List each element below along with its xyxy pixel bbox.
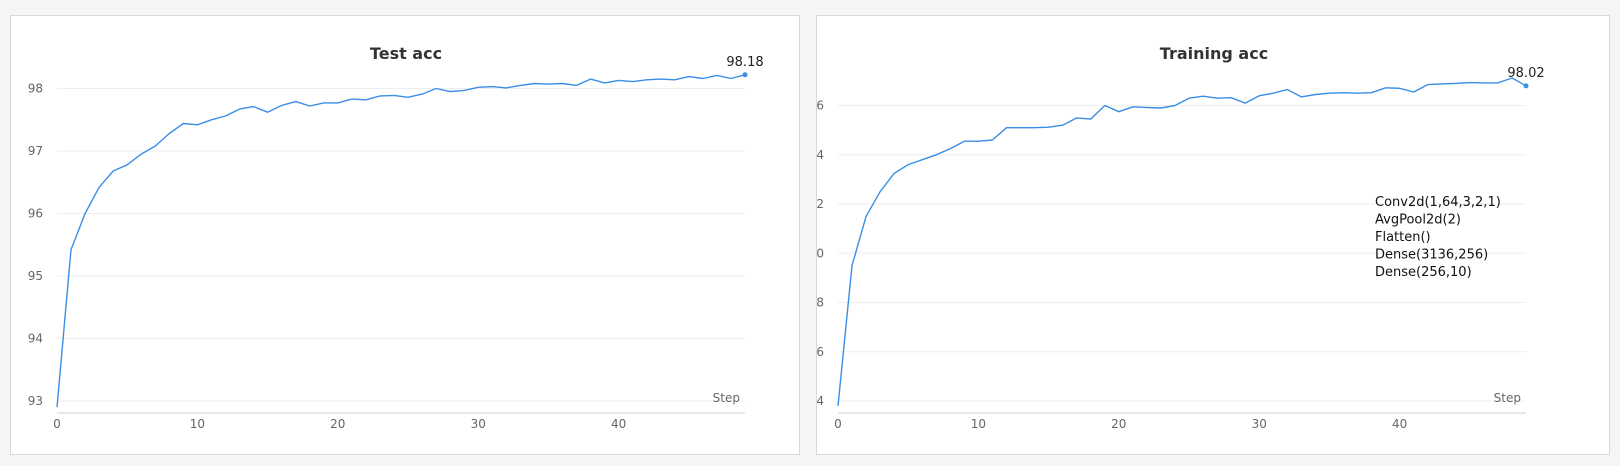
chart-svg: Training acc 84 86 88 90 92 94 96 0 10 20 30 40 Step 9… — [817, 44, 1545, 431]
x-tick-label: 30 — [471, 417, 486, 431]
annotation-line: Dense(3136,256) — [1375, 248, 1488, 263]
x-tick-label: 20 — [330, 417, 345, 431]
x-tick-label: 40 — [1392, 417, 1407, 431]
annotation-line: AvgPool2d(2) — [1375, 213, 1461, 228]
test-acc-panel: Test acc 93 94 95 96 97 98 0 10 20 30 40 Step 98.18 — [10, 15, 800, 455]
y-tick-label: 95 — [28, 269, 43, 283]
y-tick-label: 86 — [817, 345, 824, 359]
series-end-point — [1523, 83, 1529, 89]
y-tick-label: 84 — [817, 394, 824, 408]
y-tick-label: 97 — [28, 144, 43, 158]
annotation-line: Conv2d(1,64,3,2,1) — [1375, 195, 1501, 210]
x-tick-label: 10 — [190, 417, 205, 431]
x-axis-label: Step — [713, 391, 740, 405]
series-end-point — [742, 72, 748, 78]
series-line — [56, 74, 746, 408]
y-tick-label: 92 — [817, 197, 824, 211]
y-tick-label: 94 — [817, 148, 824, 162]
y-tick-label: 93 — [28, 394, 43, 408]
annotation-line: Dense(256,10) — [1375, 265, 1472, 280]
x-tick-label: 10 — [971, 417, 986, 431]
end-value-label: 98.02 — [1507, 66, 1544, 81]
y-tick-label: 98 — [28, 82, 43, 96]
chart-title: Test acc — [370, 44, 442, 63]
y-tick-label: 94 — [28, 332, 43, 346]
x-tick-label: 20 — [1111, 417, 1126, 431]
training-acc-panel: Training acc 84 86 88 90 92 94 96 0 10 20 30 40 Step 9… — [816, 15, 1610, 455]
x-tick-label: 40 — [611, 417, 626, 431]
chart-svg: Test acc 93 94 95 96 97 98 0 10 20 30 40 Step 98.18 — [28, 44, 764, 431]
x-tick-label: 30 — [1252, 417, 1267, 431]
end-value-label: 98.18 — [726, 55, 763, 70]
x-tick-label: 0 — [53, 417, 61, 431]
x-axis-label: Step — [1494, 391, 1521, 405]
chart-title: Training acc — [1160, 44, 1268, 63]
annotation-line: Flatten() — [1375, 230, 1431, 245]
y-tick-label: 96 — [817, 99, 824, 113]
x-tick-label: 0 — [834, 417, 842, 431]
y-tick-label: 90 — [817, 246, 824, 260]
y-tick-label: 96 — [28, 207, 43, 221]
series-line — [837, 77, 1527, 406]
y-tick-label: 88 — [817, 296, 824, 310]
